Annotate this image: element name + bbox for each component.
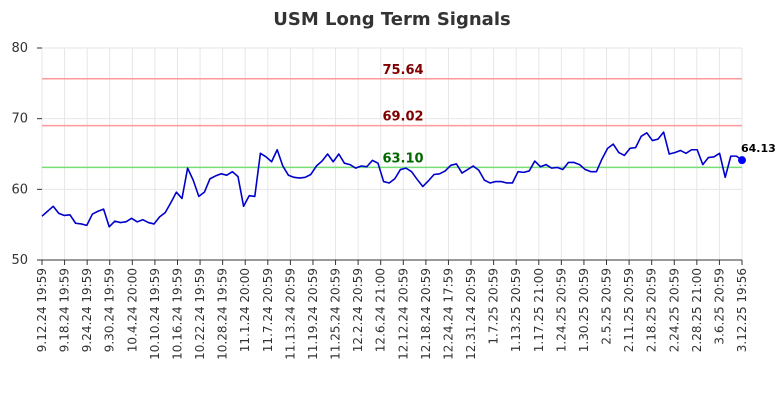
x-tick-label: 3.12.25 19:56 [735,268,749,352]
x-tick-label: 10.28.24 19:59 [216,268,230,360]
x-tick-label: 9.24.24 19:59 [80,268,94,352]
y-tick-label: 70 [11,112,28,127]
x-tick-label: 11.25.24 20:59 [329,268,343,360]
x-tick-label: 9.30.24 19:59 [103,268,117,352]
x-tick-label: 11.13.24 20:59 [283,268,297,360]
x-tick-label: 10.16.24 19:59 [170,268,184,360]
x-tick-label: 2.28.25 21:00 [690,268,704,352]
y-tick-label: 60 [11,182,28,197]
x-tick-label: 12.18.24 20:59 [419,268,433,360]
grid [41,47,743,261]
x-tick-label: 1.30.25 20:59 [577,268,591,352]
x-tick-label: 10.4.24 20:00 [125,268,139,352]
x-tick-label: 12.6.24 21:00 [374,268,388,352]
x-tick-label: 1.17.25 21:00 [532,268,546,352]
series [41,131,746,228]
x-tick-label: 2.5.25 20:59 [600,268,614,345]
last-value-label: 64.13 [741,142,776,155]
reference-line-label: 63.10 [382,151,423,166]
x-tick-label: 12.12.24 20:59 [396,268,410,360]
x-tick-label: 2.24.25 20:59 [667,268,681,352]
x-tick-label: 12.2.24 20:59 [351,268,365,352]
reference-line-label: 75.64 [382,63,423,78]
x-tick-label: 12.31.24 20:59 [464,268,478,360]
y-tick-label: 50 [11,253,28,268]
reference-lines [42,78,742,169]
x-tick-label: 1.7.25 20:59 [487,268,501,345]
x-tick-label: 1.13.25 20:59 [509,268,523,352]
y-tick-label: 80 [11,41,28,56]
x-tick-label: 12.24.24 17:59 [441,268,455,360]
x-tick-label: 11.7.24 20:59 [261,268,275,352]
x-tick-label: 10.10.24 19:59 [148,268,162,360]
x-tick-label: 9.12.24 19:59 [35,268,49,352]
axes [37,47,743,265]
price-line [41,131,743,228]
x-tick-label: 11.1.24 20:00 [238,268,252,352]
x-tick-label: 10.22.24 19:59 [193,268,207,360]
chart-title: USM Long Term Signals [273,9,510,30]
last-point-marker [738,156,746,165]
x-tick-label: 1.24.25 20:59 [554,268,568,352]
x-tick-label: 3.6.25 20:59 [712,268,726,345]
x-tick-label: 9.18.24 19:59 [58,268,72,352]
reference-line-label: 69.02 [382,110,423,125]
x-tick-label: 2.18.25 20:59 [645,268,659,352]
labels: 9.12.24 19:59 9.18.24 19:59 9.24.24 19:59 9… [11,41,775,360]
x-tick-label: 2.11.25 20:59 [622,268,636,352]
x-tick-label: 11.19.24 20:59 [306,268,320,360]
